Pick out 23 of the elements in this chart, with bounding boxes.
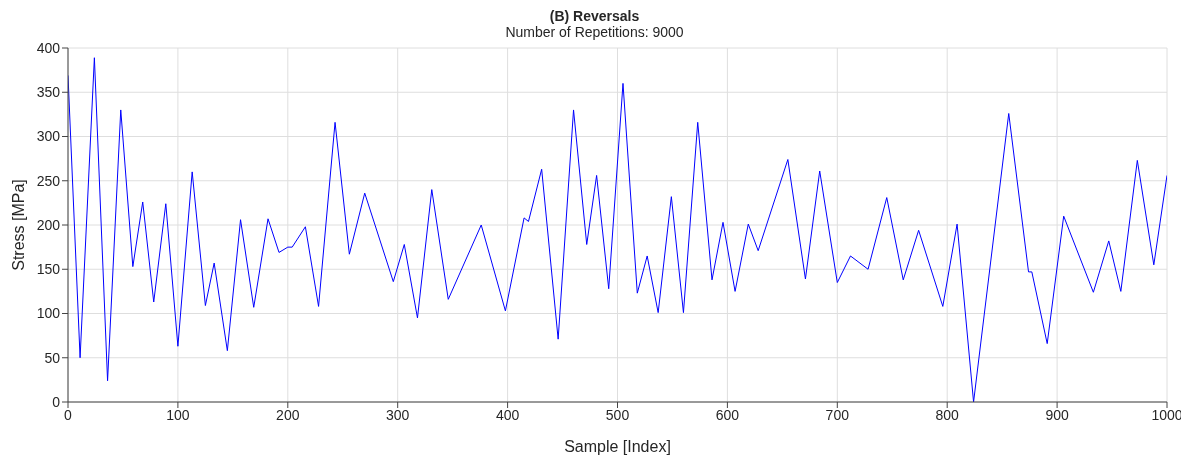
y-tick-label: 300 <box>36 128 61 145</box>
x-tick-label: 500 <box>605 406 630 423</box>
y-tick-label: 150 <box>36 261 61 278</box>
x-axis-title: Sample [Index] <box>564 438 671 455</box>
chart-subtitle: Number of Repetitions: 9000 <box>504 24 685 40</box>
chart-title: (B) Reversals <box>548 8 641 24</box>
x-tick-label: 100 <box>166 406 190 423</box>
y-tick-label: 400 <box>36 39 61 56</box>
y-tick-label: 350 <box>36 84 61 101</box>
x-tick-label: 900 <box>1045 406 1069 423</box>
x-tick-label: 600 <box>715 406 740 423</box>
x-tick-label: 300 <box>386 406 410 423</box>
y-axis-title: Stress [MPa] <box>9 179 27 271</box>
y-tick-label: 100 <box>36 305 61 322</box>
y-tick-label: 50 <box>44 349 61 366</box>
y-tick-label: 200 <box>36 216 61 233</box>
x-tick-label: 700 <box>825 406 850 423</box>
x-tick-label: 200 <box>276 406 300 423</box>
y-tick-label: 0 <box>52 393 61 410</box>
x-tick-label: 400 <box>495 406 520 423</box>
x-tick-label: 800 <box>935 406 960 423</box>
y-tick-label: 250 <box>36 172 61 189</box>
x-tick-label: 0 <box>64 406 73 423</box>
